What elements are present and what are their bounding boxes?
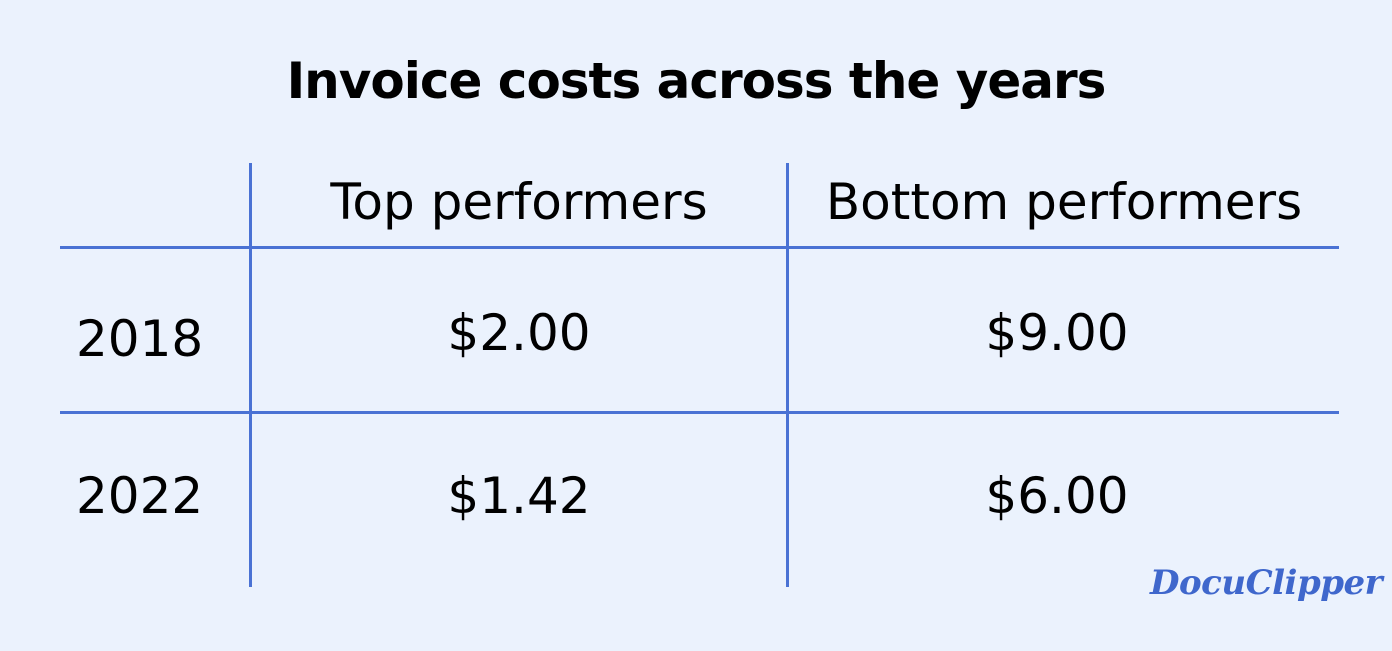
column-header-bottom-performers: Bottom performers xyxy=(825,173,1303,231)
vertical-divider-1 xyxy=(249,163,252,587)
vertical-divider-2 xyxy=(786,163,789,587)
horizontal-divider-1 xyxy=(60,246,1339,249)
docuclipper-logo: DocuClipper xyxy=(1150,563,1383,603)
cell-2018-top-performers: $2.00 xyxy=(447,304,591,362)
column-header-top-performers: Top performers xyxy=(330,173,708,231)
cell-2022-top-performers: $1.42 xyxy=(447,467,591,525)
horizontal-divider-2 xyxy=(60,411,1339,414)
cell-2022-bottom-performers: $6.00 xyxy=(985,467,1129,525)
chart-title: Invoice costs across the years xyxy=(286,52,1107,110)
row-label-2022: 2022 xyxy=(76,467,204,525)
cell-2018-bottom-performers: $9.00 xyxy=(985,304,1129,362)
row-label-2018: 2018 xyxy=(76,310,204,368)
